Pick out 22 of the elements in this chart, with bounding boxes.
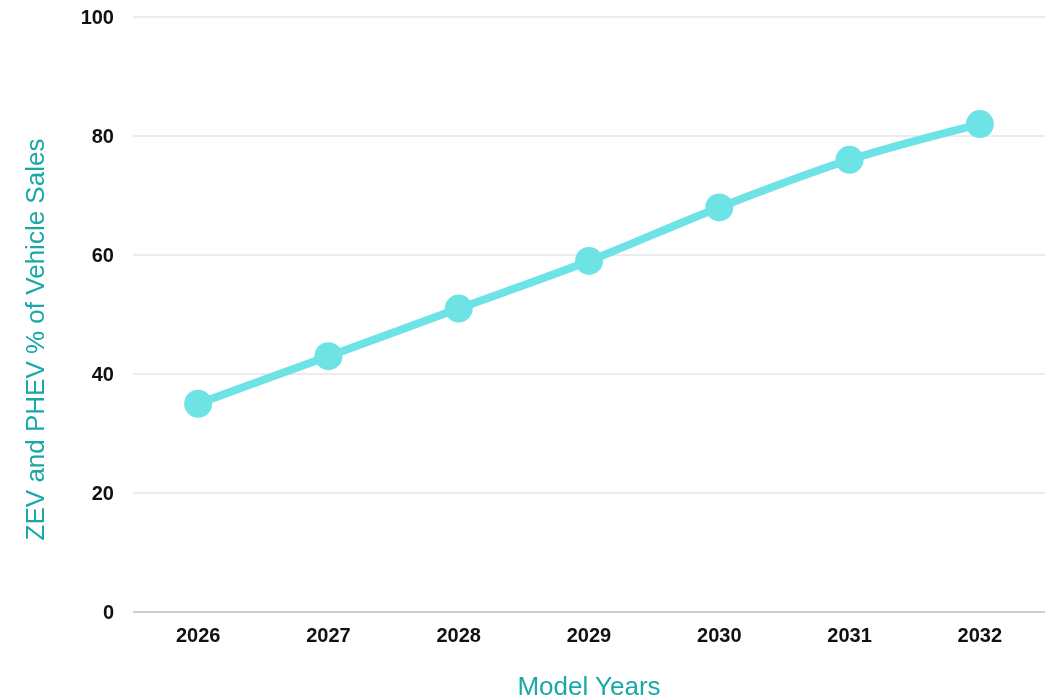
y-tick-label: 40 xyxy=(91,363,114,385)
y-tick-label: 20 xyxy=(91,482,114,504)
x-tick-label: 2026 xyxy=(175,624,221,646)
point xyxy=(184,389,213,418)
x-tick-label: 2031 xyxy=(827,624,872,646)
point xyxy=(705,193,734,222)
point xyxy=(835,145,864,174)
y-axis-title: ZEV and PHEV % of Vehicle Sales xyxy=(20,138,50,541)
x-tick-label: 2032 xyxy=(957,624,1003,646)
point xyxy=(314,342,343,371)
x-tick-label: 2028 xyxy=(436,624,481,646)
x-axis-title: Model Years xyxy=(517,671,661,699)
y-tick-label: 60 xyxy=(91,244,114,266)
x-tick-label: 2029 xyxy=(566,624,612,646)
y-tick-label: 80 xyxy=(91,125,114,147)
y-tick-label: 0 xyxy=(102,601,114,623)
point xyxy=(965,110,994,139)
x-tick-label: 2027 xyxy=(306,624,351,646)
x-tick-label: 2030 xyxy=(697,624,742,646)
y-tick-label: 100 xyxy=(80,6,114,28)
point xyxy=(575,246,603,275)
point xyxy=(444,294,473,323)
